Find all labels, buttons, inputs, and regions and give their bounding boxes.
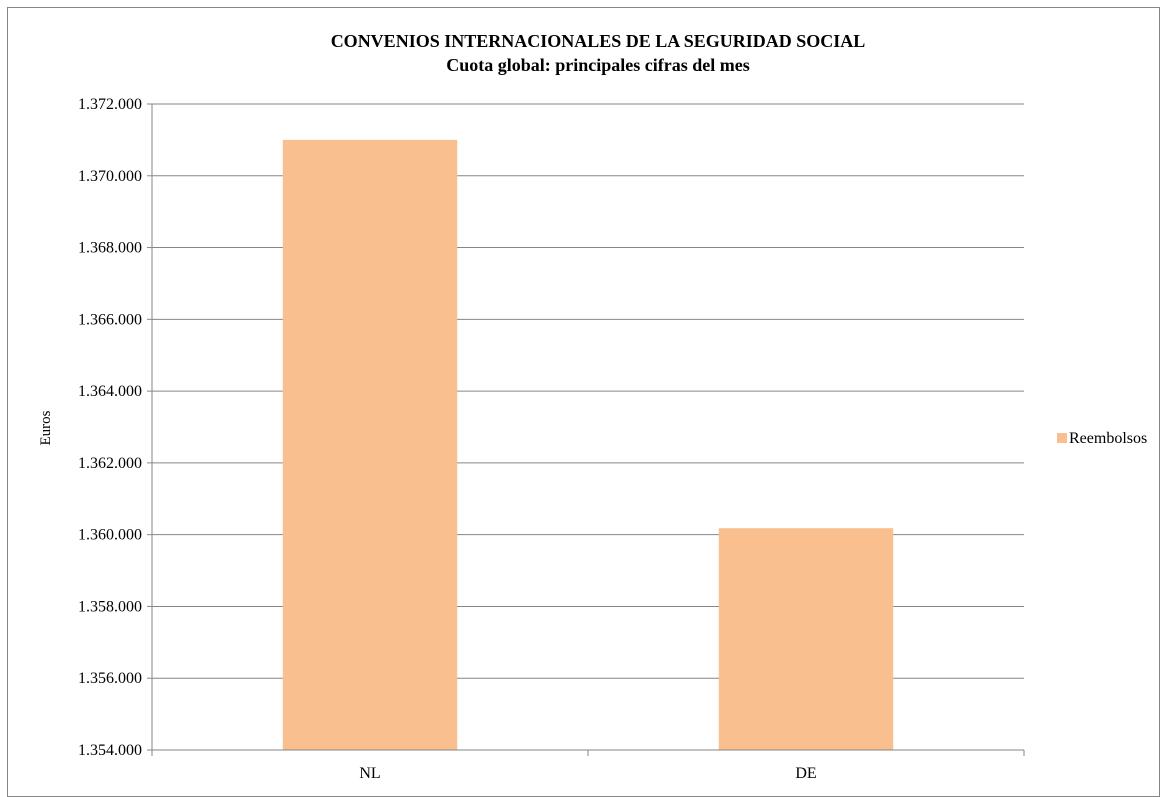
y-tick-label: 1.366.000: [78, 311, 142, 328]
y-tick-label: 1.360.000: [78, 527, 142, 544]
bars: [282, 139, 894, 750]
axes: [151, 104, 1025, 756]
y-tick-labels: 1.354.000 1.356.000 1.358.000 1.360.000 1.36…: [78, 96, 142, 759]
x-tick-label: NL: [359, 765, 380, 782]
x-tick-label: DE: [795, 765, 816, 782]
chart-subtitle: Cuota global: principales cifras del mes: [446, 55, 750, 75]
y-tick-label: 1.372.000: [78, 96, 142, 113]
bar-de: [718, 528, 894, 750]
y-tick-label: 1.370.000: [78, 168, 142, 185]
legend-label: Reembolsos: [1069, 430, 1147, 447]
x-tick-labels: NL DE: [359, 765, 816, 782]
chart-frame: [7, 7, 1160, 797]
chart-title: CONVENIOS INTERNACIONALES DE LA SEGURIDA…: [331, 31, 866, 51]
y-tick-label: 1.364.000: [78, 383, 142, 400]
y-tick-label: 1.368.000: [78, 240, 142, 257]
y-tick-label: 1.356.000: [78, 670, 142, 687]
legend: Reembolsos: [1057, 430, 1147, 447]
bar-nl: [282, 139, 458, 750]
legend-swatch: [1057, 433, 1067, 443]
y-tick-label: 1.362.000: [78, 455, 142, 472]
y-axis-title: Euros: [38, 410, 54, 445]
y-tick-label: 1.354.000: [78, 742, 142, 759]
y-tick-label: 1.358.000: [78, 598, 142, 615]
